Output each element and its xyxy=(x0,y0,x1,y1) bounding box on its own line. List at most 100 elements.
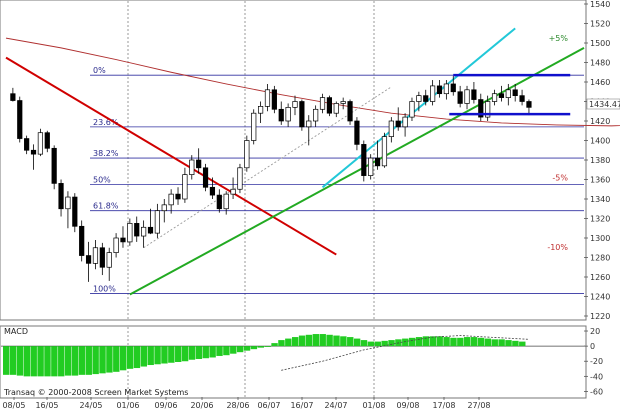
x-tick-label: 01/06 xyxy=(116,401,139,410)
price-tick-label: 1460 xyxy=(590,78,610,87)
macd-bar xyxy=(236,346,244,353)
macd-bar xyxy=(71,346,79,376)
candle-body xyxy=(161,204,167,212)
macd-bar xyxy=(202,346,209,359)
macd-bar xyxy=(140,346,148,367)
fib-label: 23.6% xyxy=(93,118,119,127)
percent-label: -5% xyxy=(552,174,568,183)
trendline xyxy=(5,56,337,256)
candle-body xyxy=(347,101,353,122)
price-tick-label: 1280 xyxy=(590,254,610,263)
candle-body xyxy=(519,95,525,102)
candle-body xyxy=(120,237,126,243)
macd-panel-frame xyxy=(0,325,587,399)
macd-bar xyxy=(271,343,278,347)
macd-bar xyxy=(9,346,17,375)
candle-body xyxy=(278,108,284,122)
macd-bar xyxy=(360,340,368,347)
macd-bar xyxy=(23,346,31,377)
macd-bar xyxy=(99,346,106,374)
price-panel: 0% 23.6% 38.2% 50% 61.8% 100% +5% -5% -10% 1540… xyxy=(0,0,620,321)
macd-bar xyxy=(119,346,127,371)
macd-bar xyxy=(353,338,361,347)
macd-bar xyxy=(429,336,437,347)
macd-bar xyxy=(85,346,92,375)
candle-body xyxy=(464,89,470,104)
macd-bar xyxy=(381,340,388,347)
macd-bar xyxy=(133,346,141,369)
candle-body xyxy=(319,97,326,110)
macd-bar xyxy=(505,340,512,347)
macd-bar xyxy=(44,346,51,377)
macd-bar xyxy=(30,346,37,377)
candle-body xyxy=(189,159,195,175)
candle-body xyxy=(168,193,174,206)
price-tick-label: 1400 xyxy=(590,137,610,146)
macd-bar xyxy=(64,346,72,376)
macd-bar xyxy=(230,346,237,354)
candle-body xyxy=(99,247,105,268)
macd-bar xyxy=(188,346,196,360)
x-axis: 08/05 16/05 24/05 01/06 09/06 20/06 28/06 06/07… xyxy=(2,397,491,410)
candle-body xyxy=(237,167,243,190)
macd-bar xyxy=(168,346,175,363)
candle-body xyxy=(423,95,429,102)
candle-body xyxy=(244,140,250,169)
percent-labels: +5% -5% -10% xyxy=(547,34,568,252)
x-tick-label: 01/08 xyxy=(362,401,385,410)
price-tick-label: 1240 xyxy=(590,293,610,302)
candle-body xyxy=(402,116,408,128)
candle-body xyxy=(141,226,147,237)
candle-body xyxy=(409,101,415,118)
candle-body xyxy=(313,108,319,122)
candles xyxy=(10,76,532,282)
candle-body xyxy=(154,210,160,234)
price-tick-label: 1220 xyxy=(590,312,610,321)
candle-body xyxy=(512,89,518,97)
x-tick-label: 20/06 xyxy=(190,401,213,410)
candle-body xyxy=(24,138,30,151)
price-tick-label: 1320 xyxy=(590,215,610,224)
macd-bar xyxy=(292,337,299,347)
macd-y-axis: 20 0 -20 -40 -60 xyxy=(584,327,603,396)
macd-bar xyxy=(326,334,333,347)
candle-body xyxy=(416,95,422,102)
candle-body xyxy=(443,83,449,95)
fib-label: 61.8% xyxy=(93,202,119,211)
candle-body xyxy=(292,101,298,108)
macd-bar xyxy=(264,346,271,347)
macd-bar xyxy=(470,337,478,347)
candle-body xyxy=(106,252,112,268)
candle-body xyxy=(147,226,154,234)
fibonacci-grid: 0% 23.6% 38.2% 50% 61.8% 100% xyxy=(90,66,584,294)
macd-bar xyxy=(436,336,443,347)
x-tick-label: 16/07 xyxy=(290,401,313,410)
macd-bar xyxy=(154,346,161,365)
candle-body xyxy=(491,93,498,102)
macd-bar xyxy=(388,340,395,347)
candle-body xyxy=(257,106,264,114)
candle-body xyxy=(354,120,360,145)
x-tick-label: 24/05 xyxy=(79,401,102,410)
candle-body xyxy=(251,112,257,141)
macd-bar xyxy=(58,346,65,377)
macd-bar xyxy=(195,346,203,359)
x-tick-label: 06/07 xyxy=(257,401,280,410)
macd-bar xyxy=(3,346,10,375)
macd-bar xyxy=(278,340,285,347)
candle-body xyxy=(134,223,140,237)
vertical-grid xyxy=(127,1,375,319)
macd-bar xyxy=(367,341,375,347)
candle-body xyxy=(264,89,271,107)
candle-body xyxy=(478,99,484,118)
macd-bar xyxy=(51,346,58,377)
macd-bar xyxy=(106,346,113,373)
candle-body xyxy=(72,196,78,227)
candle-body xyxy=(285,106,291,122)
candle-body xyxy=(271,89,277,110)
price-tick-label: 1360 xyxy=(590,176,610,185)
candle-body xyxy=(17,100,23,139)
macd-bar xyxy=(319,334,326,347)
